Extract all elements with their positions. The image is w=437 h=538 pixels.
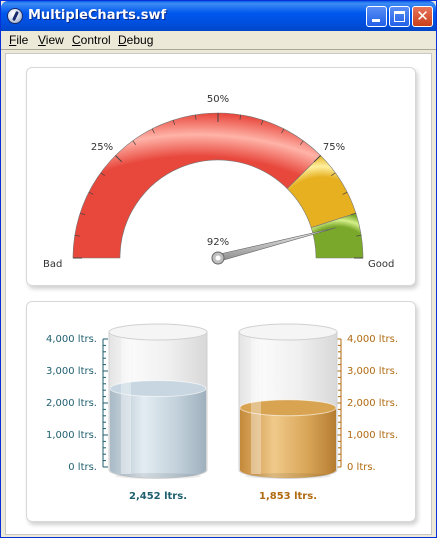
gauge-band-0 — [72, 112, 321, 259]
tick-label-75: 75% — [323, 142, 345, 153]
cylinder-liquid-top — [239, 399, 337, 417]
gauge-panel: 25% 50% 75% Bad Good 92% — [26, 67, 416, 286]
gauge-tick — [172, 119, 176, 125]
gauge-tick — [313, 155, 321, 163]
gauge-tick — [342, 191, 348, 195]
gauge-tick — [331, 172, 336, 176]
cylinder-liquid-top — [109, 380, 207, 398]
gauge-tick — [100, 172, 105, 176]
gauge-ticks — [73, 113, 363, 259]
menu-file[interactable]: File — [9, 33, 29, 47]
menu-view[interactable]: View — [38, 33, 64, 47]
menu-bar: File View Control Debug — [1, 31, 436, 50]
gauge-tick — [132, 140, 136, 145]
left-axis-label-1000: 1,000 ltrs. — [46, 430, 97, 441]
right-axis-label-4000: 4,000 ltrs. — [347, 334, 398, 345]
cylinder-panel: 4,000 ltrs. 3,000 ltrs. 2,000 ltrs. 1,00… — [26, 301, 416, 522]
cylinder-liquid — [110, 388, 206, 478]
gauge-tick — [260, 119, 264, 125]
gauge-needle — [211, 227, 337, 265]
gauge-pivot-center — [215, 255, 221, 261]
left-axis-label-4000: 4,000 ltrs. — [46, 334, 97, 345]
gauge-tick — [281, 128, 285, 134]
movie-area: 25% 50% 75% Bad Good 92% — [5, 53, 432, 535]
gauge-tick — [79, 212, 85, 216]
window-title: MultipleCharts.swf — [28, 8, 167, 23]
left-axis-label-3000: 3,000 ltrs. — [46, 366, 97, 377]
minimize-button[interactable] — [366, 6, 387, 27]
minimize-icon — [372, 19, 380, 22]
gauge-tick — [74, 234, 80, 237]
close-button[interactable]: ✕ — [412, 6, 433, 27]
gauge-tick — [88, 191, 94, 195]
left-axis-label-2000: 2,000 ltrs. — [46, 398, 97, 409]
right-axis-label-2000: 2,000 ltrs. — [347, 398, 398, 409]
cylinder-shadow — [115, 473, 201, 479]
gauge-tick — [194, 114, 197, 120]
gauge-tick — [239, 114, 242, 120]
menu-debug[interactable]: Debug — [118, 33, 154, 47]
cylinder-highlight — [121, 336, 131, 474]
tick-label-25: 25% — [91, 142, 113, 153]
cylinder-right-value: 1,853 ltrs. — [259, 491, 317, 502]
right-axis-label-3000: 3,000 ltrs. — [347, 366, 398, 377]
gauge-tick — [300, 140, 304, 145]
cylinder-right — [238, 323, 338, 479]
maximize-icon — [394, 11, 405, 22]
left-axis-label-0: 0 ltrs. — [68, 462, 97, 473]
close-icon: ✕ — [416, 7, 429, 25]
gauge-bands — [72, 112, 364, 259]
left-axis: 4,000 ltrs. 3,000 ltrs. 2,000 ltrs. 1,00… — [46, 334, 108, 473]
right-axis-label-0: 0 ltrs. — [347, 462, 376, 473]
cylinder-left-value: 2,452 ltrs. — [129, 491, 187, 502]
cylinder-left — [108, 323, 208, 479]
angular-gauge: 25% 50% 75% Bad Good 92% — [43, 94, 394, 270]
gauge-max-label: Good — [368, 259, 394, 270]
cylinder-highlight — [251, 336, 261, 474]
title-bar[interactable]: MultipleCharts.swf ✕ — [1, 1, 436, 31]
cylinder-top — [108, 323, 208, 341]
tick-label-50: 50% — [207, 94, 229, 105]
gauge-band-2 — [310, 212, 364, 259]
gauge-value-label: 92% — [207, 237, 229, 248]
flash-player-icon — [7, 8, 23, 24]
right-axis: 4,000 ltrs. 3,000 ltrs. 2,000 ltrs. 1,00… — [336, 334, 398, 473]
menu-control[interactable]: Control — [72, 33, 111, 47]
right-axis-label-1000: 1,000 ltrs. — [347, 430, 398, 441]
gauge-tick — [351, 212, 357, 216]
maximize-button[interactable] — [389, 6, 410, 27]
gauge-tick — [356, 234, 362, 237]
cylinder-liquid — [240, 407, 336, 478]
cylinder-shadow — [245, 473, 331, 479]
cylinder-top — [238, 323, 338, 341]
gauge-tick — [151, 128, 155, 134]
gauge-min-label: Bad — [43, 259, 62, 270]
gauge-tick — [115, 155, 123, 163]
cylinder-charts: 4,000 ltrs. 3,000 ltrs. 2,000 ltrs. 1,00… — [46, 323, 398, 502]
